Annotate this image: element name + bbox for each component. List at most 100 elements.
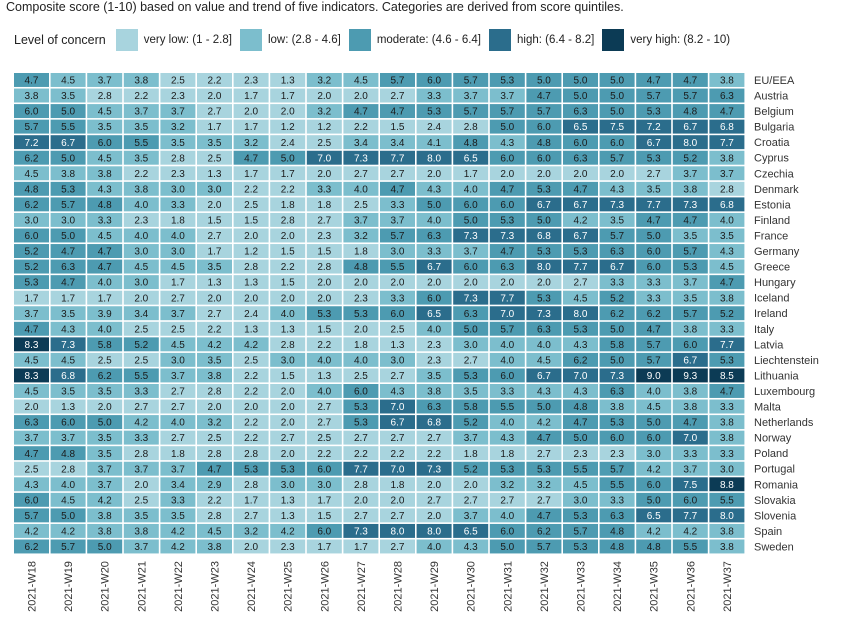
heatmap-cell xyxy=(343,244,379,258)
heatmap-cell xyxy=(14,135,49,150)
heatmap-cell xyxy=(87,181,123,196)
heatmap-cell xyxy=(197,197,232,212)
heatmap-cell xyxy=(14,337,49,352)
heatmap-cell xyxy=(489,461,525,476)
heatmap-cell xyxy=(709,321,745,336)
cell-value-label: 2.2 xyxy=(281,262,295,273)
cell-value-label: 5.0 xyxy=(61,231,75,242)
cell-value-label: 5.0 xyxy=(61,511,75,522)
heatmap-cell xyxy=(50,150,86,165)
heatmap-cell xyxy=(343,337,379,352)
heatmap-cell xyxy=(123,337,159,352)
heatmap-cell xyxy=(599,104,635,119)
heatmap-cell xyxy=(489,244,525,258)
cell-value-label: 5.3 xyxy=(500,464,514,475)
cell-value-label: 2.0 xyxy=(208,91,222,102)
cell-value-label: 4.0 xyxy=(98,324,112,335)
cell-value-label: 6.3 xyxy=(464,309,478,320)
cell-value-label: 4.0 xyxy=(500,355,514,366)
heatmap-cell xyxy=(123,306,159,321)
x-tick-label: 2021-W27 xyxy=(356,561,368,612)
cell-value-label: 3.0 xyxy=(208,184,222,195)
heatmap-cell xyxy=(87,337,123,352)
cell-value-label: 3.0 xyxy=(647,449,661,460)
heatmap-cell xyxy=(233,399,269,414)
heatmap-cell xyxy=(14,104,49,119)
heatmap-cell xyxy=(636,212,672,227)
heatmap-cell xyxy=(343,430,379,445)
cell-value-label: 4.7 xyxy=(537,511,551,522)
cell-value-label: 3.4 xyxy=(391,138,405,149)
heatmap-cell xyxy=(489,104,525,119)
cell-value-label: 6.3 xyxy=(61,262,75,273)
heatmap-cell xyxy=(526,492,562,507)
cell-value-label: 4.0 xyxy=(98,278,112,289)
heatmap-cell xyxy=(599,181,635,196)
cell-value-label: 7.3 xyxy=(61,340,75,351)
heatmap-cell xyxy=(489,73,525,87)
heatmap-cell xyxy=(343,492,379,507)
heatmap-cell xyxy=(50,508,86,523)
heatmap-cell xyxy=(87,321,123,336)
heatmap-cell xyxy=(270,508,306,523)
heatmap-cell xyxy=(197,446,232,461)
heatmap-cell xyxy=(563,150,598,165)
heatmap-cell xyxy=(416,197,452,212)
cell-value-label: 3.3 xyxy=(683,449,697,460)
cell-value-label: 2.7 xyxy=(391,433,405,444)
cell-value-label: 6.2 xyxy=(25,200,39,211)
heatmap-cell xyxy=(709,477,745,492)
cell-value-label: 3.3 xyxy=(427,91,441,102)
x-tick-label: 2021-W35 xyxy=(649,561,661,612)
cell-value-label: 4.3 xyxy=(464,542,478,553)
cell-value-label: 3.3 xyxy=(171,495,185,506)
cell-value-label: 1.5 xyxy=(281,278,295,289)
cell-value-label: 2.2 xyxy=(134,91,148,102)
cell-value-label: 7.7 xyxy=(720,138,734,149)
cell-value-label: 5.7 xyxy=(610,231,624,242)
cell-value-label: 1.7 xyxy=(61,293,75,304)
heatmap-cell xyxy=(50,399,86,414)
cell-value-label: 4.0 xyxy=(317,355,331,366)
cell-value-label: 3.5 xyxy=(61,91,75,102)
heatmap-cell xyxy=(489,384,525,398)
heatmap-cell xyxy=(599,321,635,336)
cell-value-label: 6.0 xyxy=(317,464,331,475)
heatmap-cell xyxy=(233,539,269,554)
cell-value-label: 6.2 xyxy=(25,153,39,164)
cell-value-label: 6.5 xyxy=(464,527,478,538)
heatmap-cell xyxy=(489,181,525,196)
legend-swatch-very-high xyxy=(602,29,625,51)
heatmap-cell xyxy=(489,290,525,305)
heatmap-cell xyxy=(306,399,342,414)
cell-value-label: 3.5 xyxy=(61,309,75,320)
cell-value-label: 3.3 xyxy=(720,402,734,413)
cell-value-label: 4.3 xyxy=(500,138,514,149)
heatmap-cell xyxy=(160,228,196,243)
heatmap-cell xyxy=(526,337,562,352)
cell-value-label: 6.2 xyxy=(647,309,661,320)
legend: Level of concern very low: (1 - 2.8] low… xyxy=(14,26,738,54)
heatmap-cell xyxy=(636,166,672,181)
heatmap-cell xyxy=(87,88,123,103)
cell-value-label: 1.7 xyxy=(244,122,258,133)
cell-value-label: 4.5 xyxy=(25,387,39,398)
cell-value-label: 2.7 xyxy=(391,169,405,180)
cell-value-label: 4.7 xyxy=(98,262,112,273)
heatmap-cell xyxy=(672,104,708,119)
heatmap-cell xyxy=(233,368,269,383)
cell-value-label: 5.7 xyxy=(574,527,588,538)
cell-value-label: 3.3 xyxy=(317,184,331,195)
cell-value-label: 3.5 xyxy=(208,262,222,273)
heatmap-cell xyxy=(123,477,159,492)
heatmap-cell xyxy=(380,290,415,305)
heatmap-cell xyxy=(306,352,342,367)
cell-value-label: 4.3 xyxy=(720,247,734,258)
cell-value-label: 2.0 xyxy=(244,542,258,553)
cell-value-label: 2.3 xyxy=(574,449,588,460)
heatmap-cell xyxy=(599,492,635,507)
cell-value-label: 8.0 xyxy=(427,153,441,164)
legend-item-moderate: moderate: (4.6 - 6.4] xyxy=(348,29,485,51)
cell-value-label: 2.0 xyxy=(391,278,405,289)
cell-value-label: 4.5 xyxy=(574,480,588,491)
